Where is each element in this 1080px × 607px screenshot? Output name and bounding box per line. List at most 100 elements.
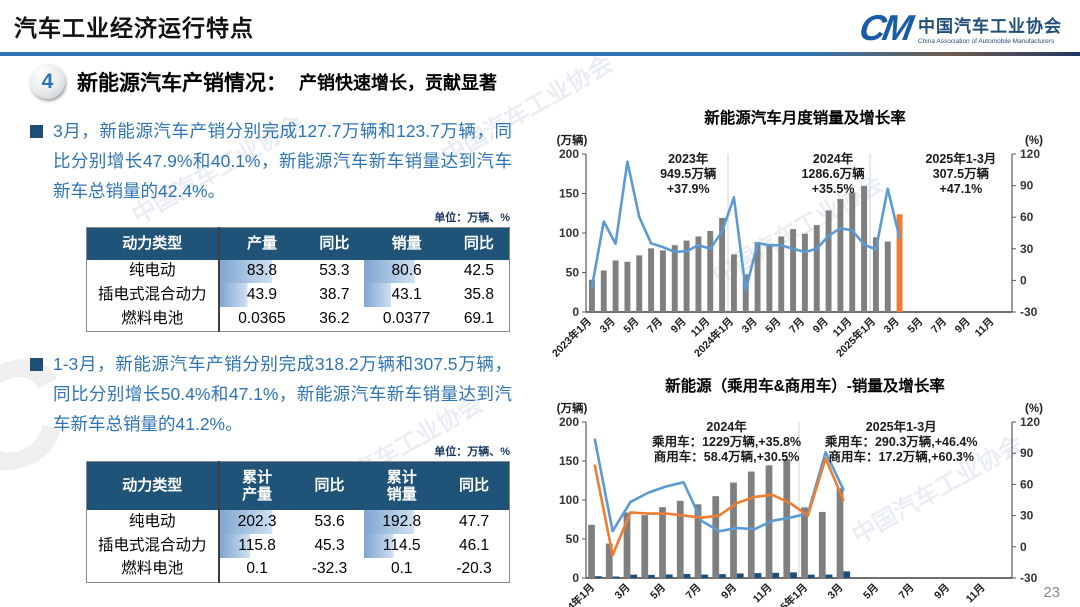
left-axis-unit: (万辆) <box>557 133 588 147</box>
row-label: 纯电动 <box>86 259 220 284</box>
table-cell: 47.7 <box>458 512 490 530</box>
bar <box>818 511 826 578</box>
bar <box>683 573 691 578</box>
x-axis-label: 11月 <box>964 582 988 606</box>
chart-annotation: 商用车：58.4万辆,+30.5% <box>654 449 800 464</box>
table-cell: 80.6 <box>364 259 449 284</box>
bar <box>600 270 607 312</box>
bar <box>641 515 649 578</box>
table-cell: 192.8 <box>364 510 440 534</box>
logo-org-name-en: China Association of Automobile Manufact… <box>918 37 1055 45</box>
x-axis-label: 3月 <box>740 316 760 336</box>
growth-line <box>593 438 845 533</box>
square-bullet-icon <box>30 125 43 138</box>
x-axis-label: 3月 <box>612 582 632 602</box>
table-cell: 46.1 <box>458 536 490 554</box>
logo-org-name: 中国汽车工业协会 <box>918 16 1062 36</box>
bar <box>588 524 595 578</box>
page-title: 汽车工业经济运行特点 <box>14 15 254 41</box>
table-cell: 69.1 <box>463 309 494 327</box>
table-cell: 115.8 <box>218 534 295 558</box>
bar <box>719 574 726 578</box>
bar <box>695 236 702 312</box>
row-label: 插电式混合动力 <box>86 283 220 308</box>
bar <box>730 482 737 578</box>
column-header: 同比 <box>448 227 510 260</box>
section-title: 新能源汽车产销情况： <box>77 71 287 95</box>
cumulative-power-type-table: 动力类型 累计 产量 同比 累计 销量 同比 纯电动 202.3 53.6 192.8 47.7… <box>86 460 510 583</box>
column-header: 动力类型 <box>86 227 220 260</box>
x-axis-label: 5月 <box>648 582 668 602</box>
right-axis-tick: 60 <box>1020 477 1034 491</box>
caam-logo-icon: CM <box>856 7 914 48</box>
bar <box>849 192 856 312</box>
table-cell: 0.0365 <box>238 309 286 327</box>
table-row: 燃料电池 0.0365 36.2 0.0377 69.1 <box>86 307 510 332</box>
table-cell: 83.8 <box>218 259 305 284</box>
left-axis-tick: 0 <box>572 571 579 585</box>
bar <box>623 512 631 578</box>
bar <box>624 261 631 312</box>
section-number: 4 <box>41 69 54 93</box>
bar <box>659 507 666 578</box>
x-axis-label: 3月 <box>882 316 902 336</box>
bullet-text: 3月，新能源汽车产销分别完成127.7万辆和123.7万辆，同比分别增长47.9… <box>53 121 512 202</box>
chart-annotation: 307.5万辆 <box>933 166 990 181</box>
table-cell: 36.2 <box>319 309 350 327</box>
bar <box>790 572 797 578</box>
pc-cv-sales-chart-block: 新能源（乘用车&商用车）-销量及增长率 0 50 100 150 200 -30 0 30 60… <box>538 374 1072 607</box>
table-cell: 202.3 <box>218 510 295 534</box>
chart-annotation: 乘用车：290.3万辆,+46.4% <box>824 434 978 449</box>
bar <box>665 574 673 578</box>
x-axis-label: 2025年1月 <box>765 581 810 607</box>
left-axis-tick: 200 <box>559 415 579 429</box>
chart-annotation: 2024年 <box>706 419 747 434</box>
x-axis-label: 7月 <box>896 582 916 602</box>
bar <box>683 240 690 312</box>
x-axis-label: 5月 <box>763 316 783 336</box>
unit-note: 单位：万辆、% <box>434 445 510 458</box>
chart-annotation: +37.9% <box>667 182 710 196</box>
table-cell: -20.3 <box>456 560 492 578</box>
row-label: 燃料电池 <box>86 307 220 332</box>
chart-annotation: 2024年 <box>813 151 854 166</box>
left-axis-tick: 50 <box>566 266 580 280</box>
bar <box>648 248 655 312</box>
table-cell: 53.6 <box>314 512 345 530</box>
table-cell: 43.1 <box>364 283 449 308</box>
table-cell: 43.9 <box>218 283 305 308</box>
bar <box>612 260 619 312</box>
table-cell: 114.5 <box>364 534 440 558</box>
chart-annotation: 商用车：17.2万辆,+60.3% <box>828 449 974 464</box>
right-axis-tick: 0 <box>1020 273 1027 287</box>
header-divider <box>0 52 1080 56</box>
bullet-item: 1-3月，新能源汽车产销分别完成318.2万辆和307.5万辆，同比分别增长50… <box>30 349 512 439</box>
growth-line <box>593 457 845 557</box>
bar <box>843 571 851 578</box>
bar <box>813 225 820 312</box>
bar <box>676 500 684 578</box>
column-header: 销量 <box>364 227 449 260</box>
bar <box>694 504 702 578</box>
bar <box>837 199 844 312</box>
chart-annotation: +47.1% <box>940 182 983 196</box>
bar <box>896 214 903 312</box>
bullet-text: 1-3月，新能源汽车产销分别完成318.2万辆和307.5万辆，同比分别增长50… <box>53 354 512 435</box>
bar <box>707 230 714 312</box>
x-axis-label: 5月 <box>621 316 641 336</box>
x-axis-label: 9月 <box>932 582 952 602</box>
right-axis-tick: -30 <box>1020 305 1038 319</box>
column-header: 动力类型 <box>86 461 220 511</box>
text-and-tables-column: 3月，新能源汽车产销分别完成127.7万辆和123.7万辆，同比分别增长47.9… <box>30 104 512 607</box>
monthly-sales-chart-block: 新能源汽车月度销量及增长率 0 50 100 150 200 -30 0 30 60 90 120(… <box>538 106 1072 372</box>
bar <box>825 574 833 578</box>
section-heading: 4 新能源汽车产销情况： 产销快速增长，贡献显著 <box>30 64 1070 99</box>
x-axis-label: 7月 <box>683 582 703 602</box>
bar <box>712 496 720 578</box>
bar <box>778 236 785 312</box>
right-axis-tick: 0 <box>1020 540 1027 554</box>
table-cell: 38.7 <box>319 285 350 303</box>
row-label: 燃料电池 <box>86 557 220 583</box>
